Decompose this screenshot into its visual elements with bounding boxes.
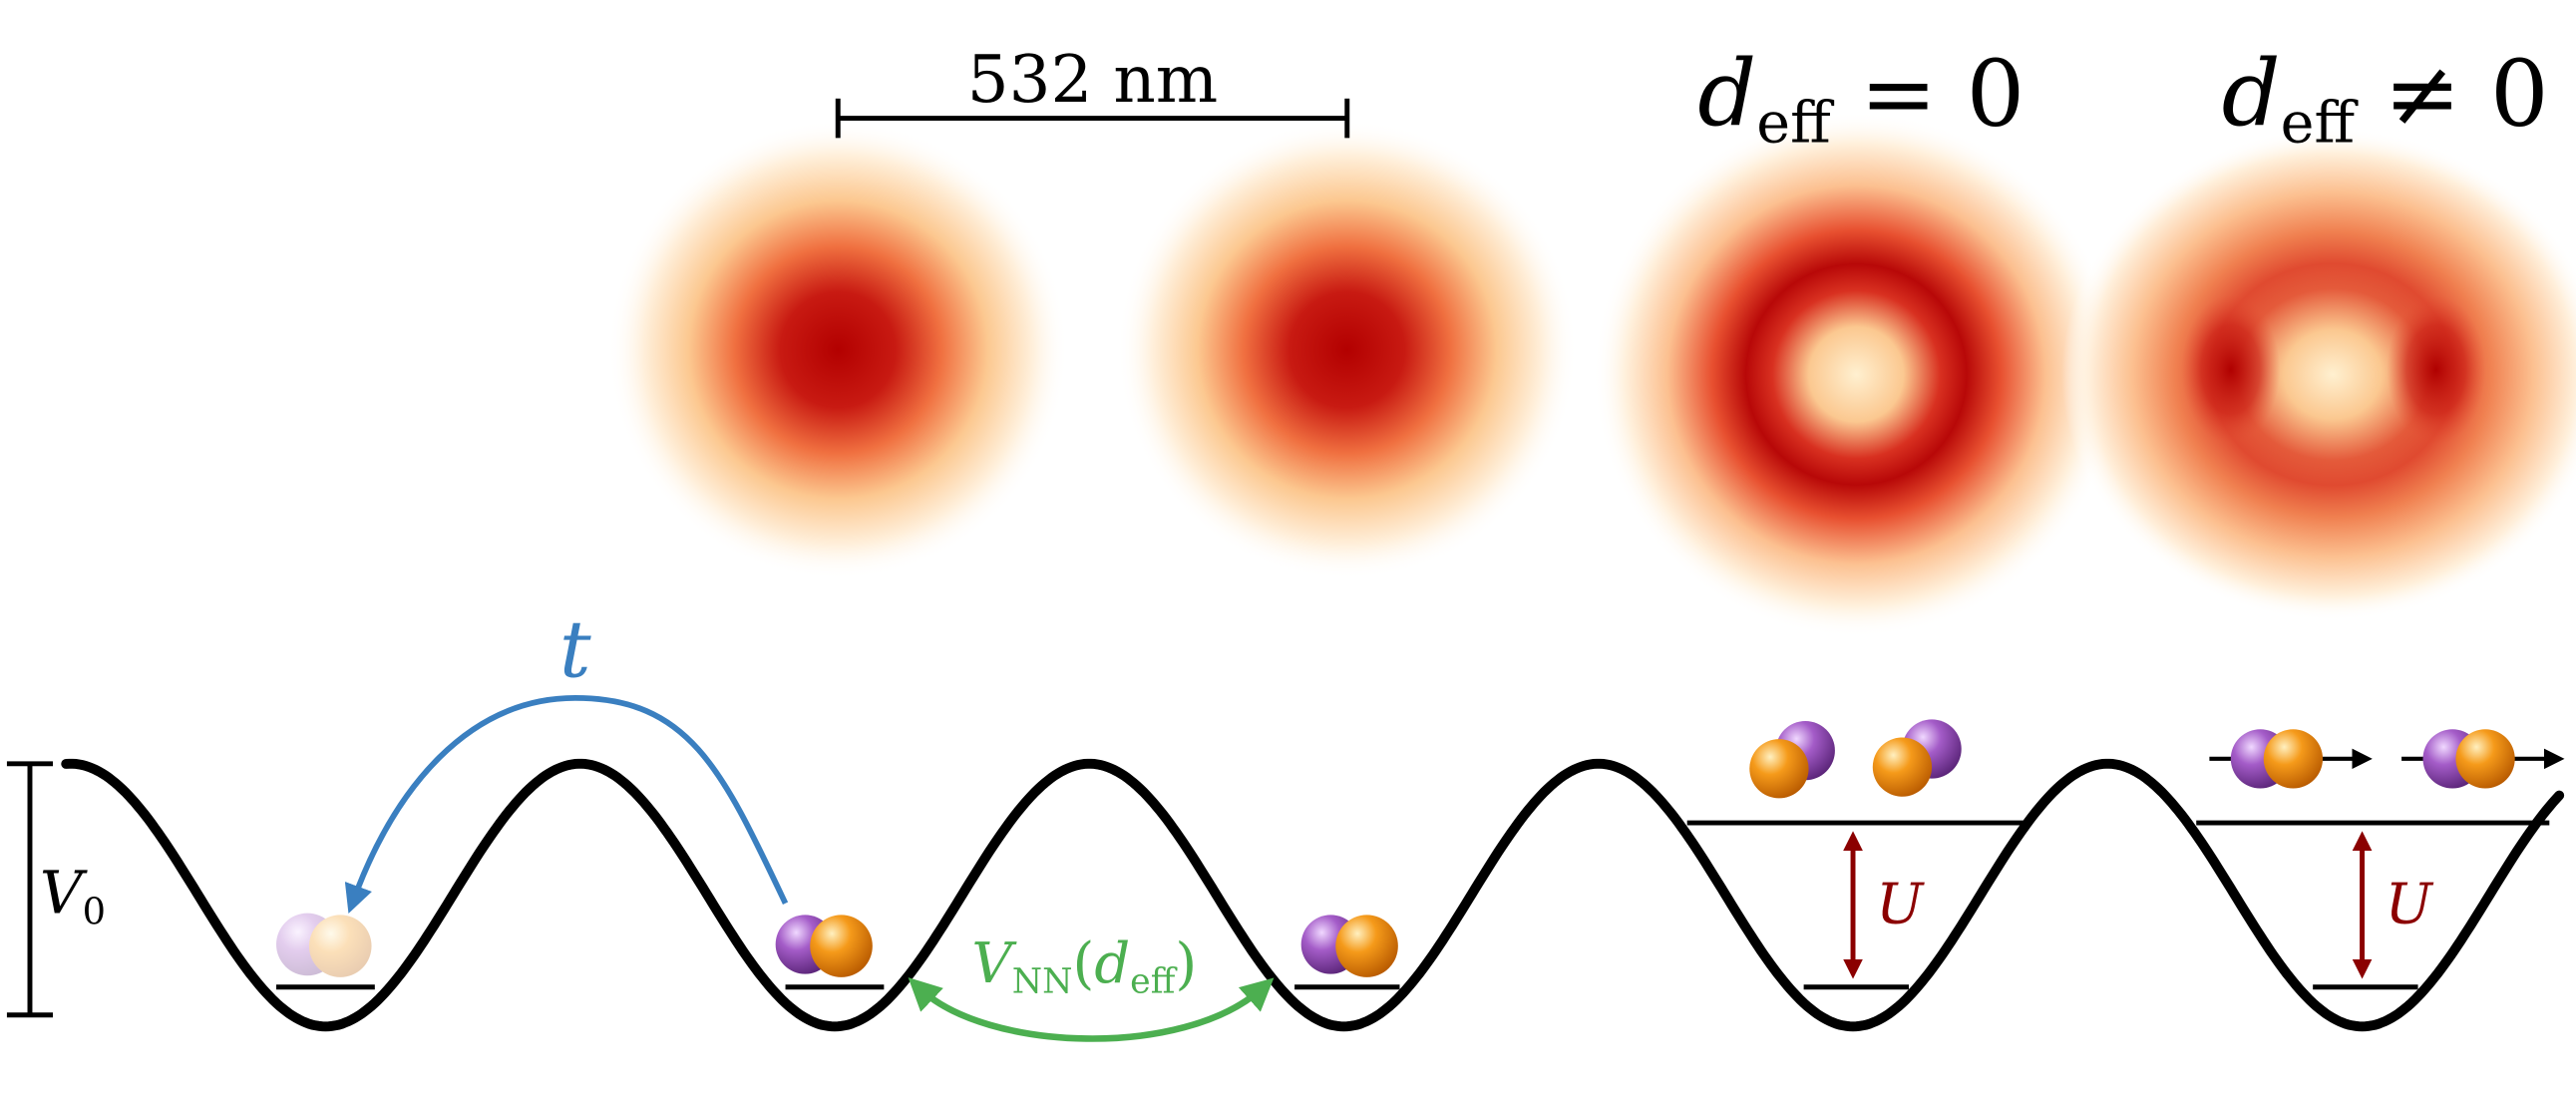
polarized-molecule bbox=[2401, 729, 2565, 789]
panel-label: deff = 0 bbox=[1697, 39, 2024, 156]
onsite-label: U bbox=[1876, 873, 1925, 937]
barrier-bar bbox=[6, 761, 54, 1018]
levels bbox=[276, 820, 2550, 990]
density-lobe bbox=[2387, 295, 2486, 444]
molecule bbox=[1872, 719, 1962, 797]
barrier-label: V0 bbox=[40, 859, 106, 933]
molecule bbox=[1749, 720, 1835, 799]
atom bbox=[810, 915, 873, 977]
atom bbox=[1335, 915, 1398, 977]
atom bbox=[308, 915, 372, 977]
atom bbox=[2455, 729, 2515, 789]
subscript: eff bbox=[2281, 90, 2360, 156]
label-part: V bbox=[971, 931, 1017, 996]
density-lobe bbox=[2181, 295, 2281, 444]
subscript: eff bbox=[1130, 962, 1178, 1002]
label-part: U bbox=[2386, 873, 2434, 937]
density-ring bbox=[2061, 128, 2576, 621]
interaction-label: VNN(deff) bbox=[971, 931, 1197, 1002]
scale-bar bbox=[835, 98, 1350, 139]
label-part: U bbox=[1876, 873, 1925, 937]
interaction-arrow bbox=[908, 977, 1275, 1042]
molecule-faded bbox=[276, 913, 372, 977]
lattice-potential bbox=[61, 758, 2565, 1032]
atom bbox=[1872, 737, 1933, 797]
density-spot bbox=[607, 120, 1068, 580]
label-part: t bbox=[559, 604, 591, 696]
molecule bbox=[1300, 915, 1398, 977]
label-part: ( bbox=[1073, 931, 1095, 996]
label-part: ≠ 0 bbox=[2355, 40, 2549, 148]
atom bbox=[1749, 739, 1809, 799]
panel-label: deff ≠ 0 bbox=[2222, 39, 2549, 156]
label-part: ) bbox=[1175, 932, 1197, 997]
label-part: = 0 bbox=[1831, 40, 2025, 148]
molecule bbox=[775, 915, 873, 977]
density-spot bbox=[1117, 120, 1578, 580]
density-ring bbox=[1593, 111, 2119, 637]
label-part: d bbox=[1094, 931, 1130, 996]
polarized-molecule bbox=[2209, 729, 2373, 789]
subscript: eff bbox=[1756, 90, 1835, 156]
onsite-label: U bbox=[2386, 873, 2434, 937]
hopping-arrow bbox=[344, 695, 789, 915]
subscript: 0 bbox=[83, 891, 106, 933]
subscript: NN bbox=[1012, 961, 1073, 1001]
label-part: d bbox=[1697, 39, 1756, 147]
onsite-arrows bbox=[1843, 831, 2373, 979]
scale-label: 532 nm bbox=[967, 41, 1219, 118]
hopping-label: t bbox=[559, 604, 591, 696]
label-part: d bbox=[2222, 39, 2281, 147]
atom bbox=[2263, 729, 2324, 789]
label-part: V bbox=[40, 859, 88, 927]
